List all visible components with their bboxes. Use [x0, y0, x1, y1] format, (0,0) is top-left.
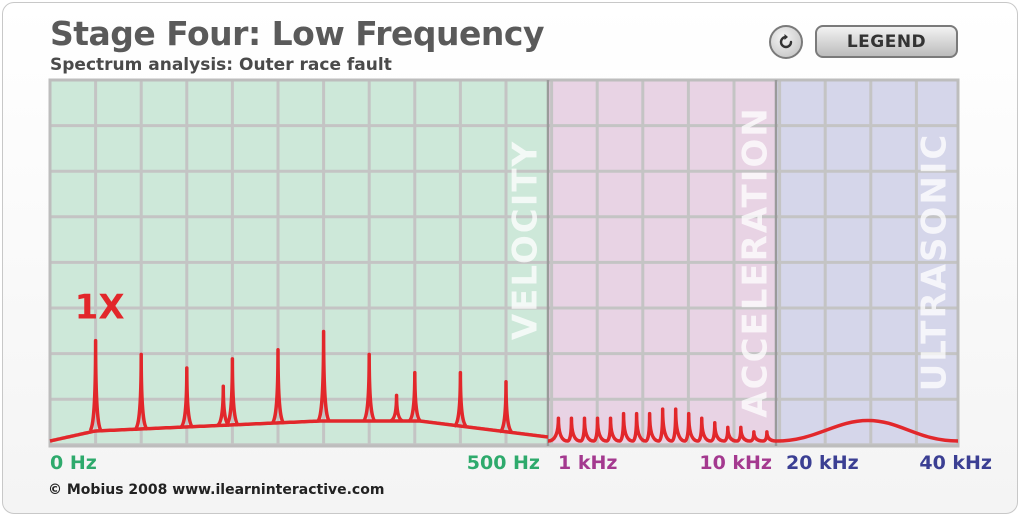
zone-labels: VELOCITY ACCELERATION ULTRASONIC: [506, 106, 955, 417]
velocity-peak: [216, 384, 231, 427]
zone-label-ultrasonic: ULTRASONIC: [915, 133, 955, 392]
reset-button[interactable]: [769, 25, 803, 59]
page-title: Stage Four: Low Frequency: [50, 14, 544, 53]
velocity-peak: [389, 393, 404, 423]
chart-annotations: 1X: [75, 288, 125, 328]
velocity-peak: [88, 338, 103, 433]
ultrasonic-hump: [775, 418, 959, 443]
velocity-peak: [453, 370, 468, 428]
refresh-icon: [779, 34, 793, 49]
x-tick-label: 40 kHz: [919, 452, 992, 474]
acceleration-ripple: [547, 407, 777, 443]
x-tick-label: 20 kHz: [786, 452, 859, 474]
plot-border: [48, 78, 960, 448]
legend-button[interactable]: LEGEND: [815, 25, 958, 58]
velocity-peak: [179, 366, 195, 429]
copyright-text: © Mobius 2008 www.ilearninteractive.com: [48, 482, 385, 498]
chart-grid: [48, 78, 960, 448]
page-subtitle: Spectrum analysis: Outer race fault: [50, 55, 392, 75]
velocity-peak: [498, 379, 514, 434]
zone-label-acceleration: ACCELERATION: [736, 106, 776, 417]
signal-traces: [49, 329, 959, 443]
velocity-peak: [133, 352, 149, 431]
x-tick-label: 500 Hz: [467, 452, 540, 474]
annotation-1x: 1X: [75, 288, 125, 328]
velocity-peak: [316, 329, 331, 423]
velocity-peak: [270, 348, 286, 425]
velocity-peak: [407, 370, 422, 423]
x-tick-label: 1 kHz: [558, 452, 617, 474]
velocity-peak: [361, 352, 377, 423]
x-tick-labels: 0 Hz 500 Hz 1 kHz 10 kHz 20 kHz 40 kHz: [50, 452, 992, 474]
zone-label-velocity: VELOCITY: [506, 140, 546, 340]
x-tick-label: 0 Hz: [50, 452, 97, 474]
velocity-peak: [225, 357, 240, 427]
x-tick-label: 10 kHz: [699, 452, 772, 474]
